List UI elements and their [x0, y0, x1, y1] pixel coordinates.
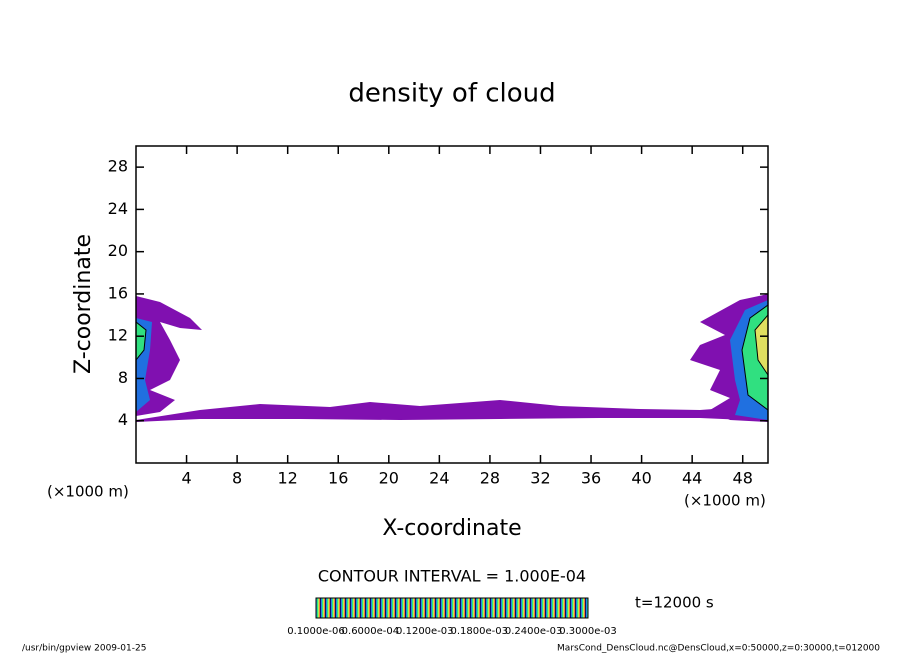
contour-fill — [136, 294, 768, 422]
plot-frame — [135, 145, 769, 464]
colorbar-label: 0.2400e-03 — [505, 626, 562, 637]
x-tick-label: 44 — [682, 469, 702, 488]
contour-interval: CONTOUR INTERVAL = 1.000E-04 — [318, 567, 586, 586]
colorbar-label: 0.3000e-03 — [559, 626, 616, 637]
x-tick-label: 8 — [232, 469, 242, 488]
y-tick-label: 8 — [118, 368, 128, 387]
colorbar-label: 0.6000e-04 — [342, 626, 399, 637]
y-tick-label: 12 — [108, 326, 128, 345]
x-tick-label: 20 — [379, 469, 399, 488]
footer-left: /usr/bin/gpview 2009-01-25 — [22, 644, 146, 654]
x-tick-label: 4 — [181, 469, 191, 488]
y-tick-label: 20 — [108, 241, 128, 260]
x-unit-right: (×1000 m) — [684, 492, 766, 510]
y-axis-label: Z-coordinate — [71, 234, 96, 374]
x-tick-label: 24 — [429, 469, 449, 488]
colorbar-label: 0.1200e-03 — [396, 626, 453, 637]
x-tick-label: 32 — [530, 469, 550, 488]
x-tick-label: 48 — [733, 469, 753, 488]
colorbar-labels: 0.1000e-060.6000e-040.1200e-030.1800e-03… — [287, 626, 616, 637]
colorbar-label: 0.1800e-03 — [450, 626, 507, 637]
x-tick-label: 28 — [480, 469, 500, 488]
y-tick-label: 4 — [118, 410, 128, 429]
y-tick-label: 16 — [108, 283, 128, 302]
chart-title: density of cloud — [348, 79, 555, 109]
x-unit-left: (×1000 m) — [47, 483, 129, 501]
x-tick-label: 12 — [278, 469, 298, 488]
colorbar-label: 0.1000e-06 — [287, 626, 344, 637]
x-axis-label: X-coordinate — [382, 516, 521, 541]
x-tick-label: 40 — [631, 469, 651, 488]
time-label: t=12000 s — [635, 594, 714, 612]
y-tick-label: 24 — [108, 199, 128, 218]
x-tick-label: 16 — [328, 469, 348, 488]
colorbar — [315, 597, 589, 619]
footer-right: MarsCond_DensCloud.nc@DensCloud,x=0:5000… — [557, 644, 880, 654]
y-tick-label: 28 — [108, 157, 128, 176]
x-tick-label: 36 — [581, 469, 601, 488]
